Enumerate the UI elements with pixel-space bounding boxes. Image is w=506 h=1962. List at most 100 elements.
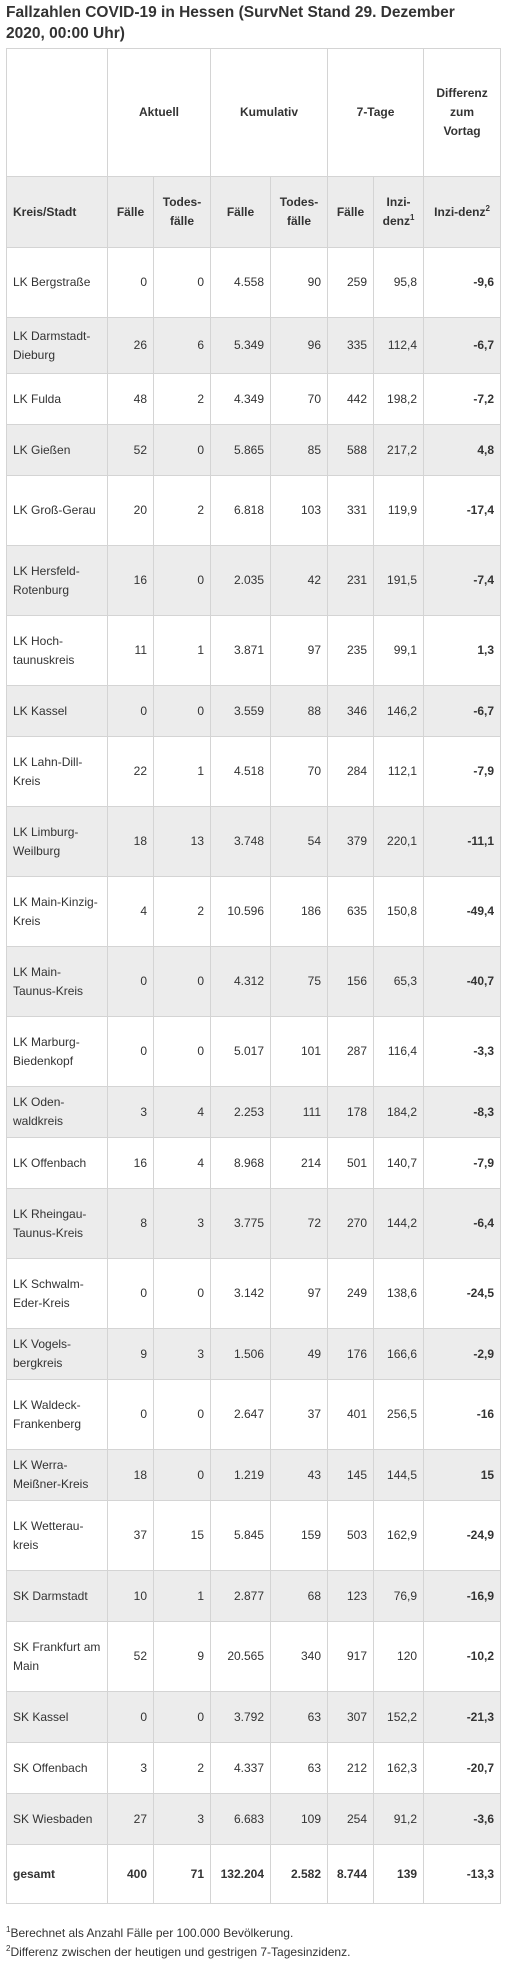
total-aktuell-faelle: 400 [107, 1844, 154, 1904]
row-name: LK Waldeck-Frankenberg [6, 1379, 108, 1450]
table-row: LK Kassel 0 0 3.559 88 346 146,2 -6,7 [6, 685, 502, 737]
row-aktuell-faelle: 8 [107, 1188, 154, 1259]
row-name: LK Main-Taunus-Kreis [6, 946, 108, 1017]
row-7tage-faelle: 259 [327, 247, 375, 318]
row-kumulativ-faelle: 10.596 [210, 876, 272, 947]
row-aktuell-faelle: 0 [107, 1379, 154, 1450]
group-header-kumulativ: Kumulativ [210, 48, 329, 177]
row-aktuell-todesfaelle: 0 [152, 545, 212, 616]
row-aktuell-faelle: 16 [107, 545, 154, 616]
row-kumulativ-faelle: 5.865 [210, 424, 272, 476]
column-header-diff-inzidenz: Inzi-denz2 [423, 176, 502, 248]
row-kumulativ-faelle: 2.877 [210, 1570, 272, 1622]
row-aktuell-todesfaelle: 13 [152, 806, 212, 877]
column-header-7tage-inzidenz: Inzi-denz1 [373, 176, 425, 248]
row-kumulativ-faelle: 1.506 [210, 1328, 272, 1380]
total-kumulativ-faelle: 132.204 [210, 1844, 272, 1904]
row-7tage-faelle: 503 [327, 1500, 375, 1571]
row-inzidenz: 91,2 [373, 1793, 425, 1845]
row-kumulativ-faelle: 2.035 [210, 545, 272, 616]
row-name: LK Fulda [6, 373, 108, 425]
row-aktuell-faelle: 0 [107, 1691, 154, 1743]
row-kumulativ-faelle: 4.518 [210, 736, 272, 807]
total-name: gesamt [6, 1844, 108, 1904]
row-kumulativ-todesfaelle: 340 [270, 1621, 329, 1692]
row-diff: 15 [423, 1449, 502, 1501]
column-header-aktuell-faelle: Fälle [107, 176, 154, 248]
row-kumulativ-todesfaelle: 42 [270, 545, 329, 616]
row-aktuell-faelle: 4 [107, 876, 154, 947]
row-aktuell-faelle: 0 [107, 1016, 154, 1087]
row-kumulativ-todesfaelle: 96 [270, 317, 329, 374]
column-header-row: Kreis/Stadt Fälle Todes-fälle Fälle Tode… [6, 176, 502, 248]
total-7tage-faelle: 8.744 [327, 1844, 375, 1904]
row-7tage-faelle: 145 [327, 1449, 375, 1501]
row-kumulativ-todesfaelle: 70 [270, 736, 329, 807]
row-diff: -6,7 [423, 685, 502, 737]
inzidenz-label: Inzi-denz [382, 195, 411, 228]
row-aktuell-faelle: 10 [107, 1570, 154, 1622]
row-diff: -7,2 [423, 373, 502, 425]
group-header-differenz: Differenz zum Vortag [423, 48, 502, 177]
row-aktuell-faelle: 0 [107, 685, 154, 737]
table-row: LK Limburg-Weilburg 18 13 3.748 54 379 220,1 -1… [6, 806, 502, 877]
row-aktuell-todesfaelle: 3 [152, 1188, 212, 1259]
row-inzidenz: 150,8 [373, 876, 425, 947]
row-kumulativ-faelle: 3.792 [210, 1691, 272, 1743]
row-7tage-faelle: 635 [327, 876, 375, 947]
row-7tage-faelle: 270 [327, 1188, 375, 1259]
row-kumulativ-todesfaelle: 109 [270, 1793, 329, 1845]
row-name: LK Vogels-bergkreis [6, 1328, 108, 1380]
row-name: LK Marburg-Biedenkopf [6, 1016, 108, 1087]
column-header-kumulativ-todesfaelle: Todes-fälle [270, 176, 329, 248]
row-inzidenz: 191,5 [373, 545, 425, 616]
row-aktuell-faelle: 0 [107, 946, 154, 1017]
table-row: SK Offenbach 3 2 4.337 63 212 162,3 -20,7 [6, 1742, 502, 1794]
row-aktuell-todesfaelle: 2 [152, 1742, 212, 1794]
row-kumulativ-faelle: 20.565 [210, 1621, 272, 1692]
row-aktuell-todesfaelle: 0 [152, 1691, 212, 1743]
row-diff: -9,6 [423, 247, 502, 318]
row-inzidenz: 166,6 [373, 1328, 425, 1380]
header-empty-cell [6, 48, 108, 177]
row-aktuell-todesfaelle: 4 [152, 1086, 212, 1138]
row-7tage-faelle: 346 [327, 685, 375, 737]
row-7tage-faelle: 379 [327, 806, 375, 877]
row-7tage-faelle: 335 [327, 317, 375, 374]
row-kumulativ-todesfaelle: 159 [270, 1500, 329, 1571]
row-kumulativ-todesfaelle: 111 [270, 1086, 329, 1138]
row-kumulativ-todesfaelle: 68 [270, 1570, 329, 1622]
row-7tage-faelle: 287 [327, 1016, 375, 1087]
row-diff: -20,7 [423, 1742, 502, 1794]
table-row: LK Darmstadt-Dieburg 26 6 5.349 96 335 112,4 -6… [6, 317, 502, 374]
row-7tage-faelle: 176 [327, 1328, 375, 1380]
row-aktuell-todesfaelle: 2 [152, 475, 212, 546]
column-header-aktuell-todesfaelle: Todes-fälle [152, 176, 212, 248]
row-name: LK Groß-Gerau [6, 475, 108, 546]
table-row: LK Marburg-Biedenkopf 0 0 5.017 101 287 116,4-… [6, 1016, 502, 1087]
row-kumulativ-faelle: 6.683 [210, 1793, 272, 1845]
row-7tage-faelle: 331 [327, 475, 375, 546]
row-aktuell-todesfaelle: 1 [152, 1570, 212, 1622]
total-row: gesamt 400 71 132.204 2.582 8.744 139 -13,3 [6, 1844, 502, 1904]
table-row: LK Main-Taunus-Kreis 0 0 4.312 75 156 65,3 -40,… [6, 946, 502, 1017]
table-row: LK Rheingau-Taunus-Kreis 8 3 3.775 72 270 144,… [6, 1188, 502, 1259]
total-aktuell-todesfaelle: 71 [152, 1844, 212, 1904]
table-row: LK Fulda 48 2 4.349 70 442 198,2 -7,2 [6, 373, 502, 425]
table-row: LK Groß-Gerau 20 2 6.818 103 331 119,9 -17,4 [6, 475, 502, 546]
row-aktuell-todesfaelle: 6 [152, 317, 212, 374]
row-diff: -49,4 [423, 876, 502, 947]
table-row: SK Darmstadt 10 1 2.877 68 123 76,9 -16,9 [6, 1570, 502, 1622]
table-body: LK Bergstraße 0 0 4.558 90 259 95,8 -9,6 LK Darm… [6, 247, 502, 1904]
row-kumulativ-todesfaelle: 85 [270, 424, 329, 476]
row-name: LK Werra-Meißner-Kreis [6, 1449, 108, 1501]
row-inzidenz: 198,2 [373, 373, 425, 425]
row-name: LK Rheingau-Taunus-Kreis [6, 1188, 108, 1259]
row-aktuell-todesfaelle: 1 [152, 615, 212, 686]
row-kumulativ-todesfaelle: 70 [270, 373, 329, 425]
row-7tage-faelle: 254 [327, 1793, 375, 1845]
row-diff: -7,4 [423, 545, 502, 616]
row-aktuell-todesfaelle: 3 [152, 1793, 212, 1845]
row-diff: -21,3 [423, 1691, 502, 1743]
row-aktuell-faelle: 18 [107, 806, 154, 877]
